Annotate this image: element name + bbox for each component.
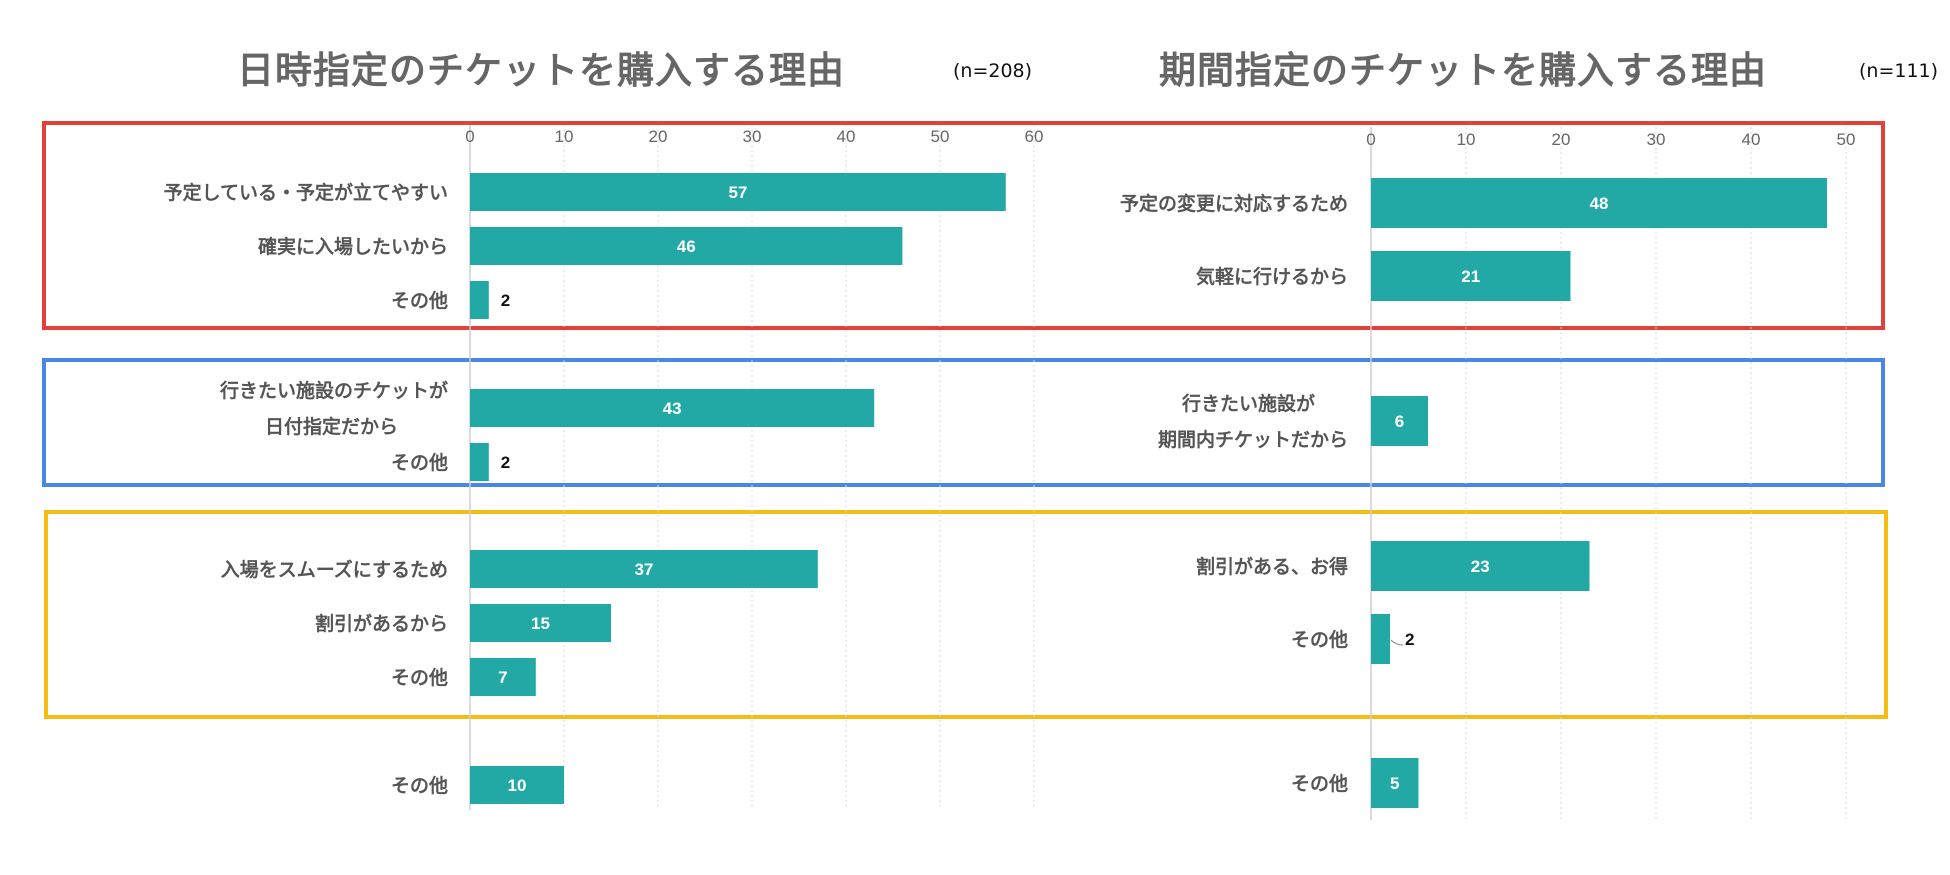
left-category-label: 日付指定だから [265,415,398,438]
left-tick-label: 30 [743,127,762,146]
left-chart-sample-size: (n=208) [953,60,1033,82]
right-bar-value: 2 [1405,630,1414,649]
right-tick-label: 50 [1837,130,1856,149]
left-category-label: 割引があるから [315,612,448,635]
right-category-label: その他 [1291,772,1348,795]
right-category-label: その他 [1291,628,1348,651]
left-chart-title: 日時指定のチケットを購入する理由 [237,49,845,92]
right-bar [1371,251,1571,301]
group-frame-red [42,121,1885,330]
left-bar [470,766,564,804]
group-frame-blue [42,358,1885,487]
right-value-leader [1390,639,1404,646]
left-tick-label: 20 [649,127,668,146]
right-bar [1371,758,1419,808]
left-bar-value: 10 [508,776,527,795]
right-bar [1371,396,1428,446]
right-chart-title: 期間指定のチケットを購入する理由 [1159,49,1767,92]
left-tick-label: 40 [837,127,856,146]
left-bar [470,227,903,265]
left-tick-label: 0 [465,127,474,146]
left-bar-value: 2 [501,453,510,472]
left-bar [470,389,875,427]
left-category-label: 予定している・予定が立てやすい [164,181,448,204]
left-category-label: 行きたい施設のチケットが [219,379,448,402]
left-category-label: その他 [391,666,448,689]
right-category-label: 予定の変更に対応するため [1120,192,1348,215]
left-bar-value: 57 [728,183,747,202]
right-category-label: 行きたい施設が [1181,392,1315,415]
right-category-label: 割引がある、お得 [1196,555,1348,578]
right-bar-value: 23 [1471,557,1490,576]
left-bar [470,173,1006,211]
left-category-label: 入場をスムーズにするため [221,558,448,581]
right-chart-sample-size: (n=111) [1859,60,1939,82]
left-category-label: その他 [391,289,448,312]
left-bar [470,550,818,588]
right-tick-label: 30 [1647,130,1666,149]
left-bar-value: 2 [501,291,510,310]
left-tick-label: 60 [1025,127,1044,146]
right-bar [1371,541,1590,591]
left-bar [470,658,536,696]
left-category-label: 確実に入場したいから [258,235,448,258]
left-tick-label: 50 [931,127,950,146]
left-bar [470,281,489,319]
right-bar [1371,178,1827,228]
left-bar [470,604,611,642]
group-frame-yellow [44,510,1888,719]
left-bar-value: 15 [531,614,550,633]
right-bar-value: 5 [1390,774,1399,793]
left-category-label: その他 [391,451,448,474]
right-category-label: 期間内チケットだから [1158,428,1348,451]
right-bar-value: 6 [1395,412,1404,431]
left-bar-value: 43 [663,399,682,418]
left-bar-value: 7 [498,668,507,687]
right-bar [1371,614,1390,664]
right-tick-label: 40 [1742,130,1761,149]
right-tick-label: 10 [1457,130,1476,149]
right-tick-label: 20 [1552,130,1571,149]
left-tick-label: 10 [555,127,574,146]
right-tick-label: 0 [1366,130,1375,149]
right-bar-value: 21 [1461,267,1480,286]
left-bar [470,443,489,481]
left-bar-value: 46 [677,237,696,256]
right-category-label: 気軽に行けるから [1196,265,1348,288]
left-category-label: その他 [391,774,448,797]
left-bar-value: 37 [634,560,653,579]
right-bar-value: 48 [1590,194,1609,213]
